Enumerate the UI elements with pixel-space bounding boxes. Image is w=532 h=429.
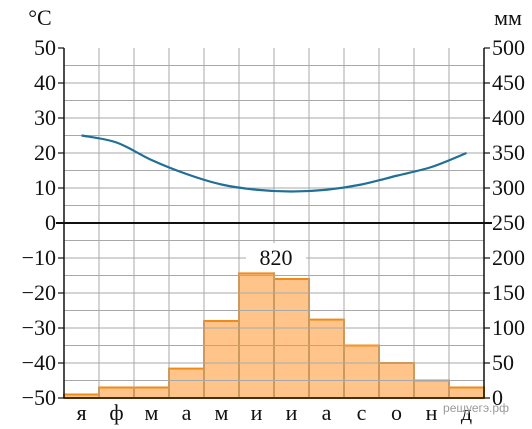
left-unit-label: °C (28, 5, 51, 30)
right-tick-label: 200 (492, 245, 525, 270)
precipitation-bar (98, 386, 135, 399)
precipitation-bar (238, 272, 275, 399)
month-label: н (426, 400, 438, 425)
left-tick-label: 50 (34, 35, 56, 60)
month-label: о (391, 400, 402, 425)
watermark: решуегэ.рф (443, 401, 509, 415)
right-tick-label: 500 (492, 35, 525, 60)
month-label: и (286, 400, 298, 425)
right-tick-label: 100 (492, 315, 525, 340)
left-tick-label: 20 (34, 140, 56, 165)
left-tick-label: −50 (22, 385, 56, 410)
right-tick-label: 250 (492, 210, 525, 235)
precipitation-bar (343, 344, 380, 399)
right-tick-label: 350 (492, 140, 525, 165)
precipitation-bar (168, 367, 205, 400)
precipitation-bar (448, 386, 485, 399)
annotation-background (246, 243, 306, 272)
month-label: и (251, 400, 263, 425)
axis-labels: 50403020100−10−20−30−40−5050045040035030… (22, 35, 525, 425)
right-tick-label: 150 (492, 280, 525, 305)
plot-frame (56, 47, 492, 399)
annual-precipitation-label: 820 (260, 245, 293, 270)
right-tick-label: 400 (492, 105, 525, 130)
month-label: а (322, 400, 332, 425)
month-label: д (461, 400, 472, 425)
right-unit-label: мм (494, 5, 522, 30)
right-tick-label: 50 (492, 350, 514, 375)
left-tick-label: 30 (34, 105, 56, 130)
month-label: м (145, 400, 159, 425)
left-tick-label: 0 (45, 210, 56, 235)
month-label: а (182, 400, 192, 425)
temperature-line (81, 134, 467, 193)
left-tick-label: −20 (22, 280, 56, 305)
precipitation-bar (413, 379, 450, 399)
precipitation-bar (308, 318, 345, 400)
right-tick-label: 450 (492, 70, 525, 95)
left-tick-label: −30 (22, 315, 56, 340)
precipitation-bar (203, 320, 240, 399)
precipitation-bar (133, 386, 170, 399)
temperature-line-group (81, 134, 467, 193)
right-tick-label: 0 (492, 385, 503, 410)
month-label: я (76, 400, 86, 425)
month-label: ф (109, 400, 123, 425)
right-tick-label: 300 (492, 175, 525, 200)
left-tick-label: 10 (34, 175, 56, 200)
left-tick-label: 40 (34, 70, 56, 95)
month-label: м (215, 400, 229, 425)
month-label: с (357, 400, 367, 425)
left-tick-label: −10 (22, 245, 56, 270)
left-tick-label: −40 (22, 350, 56, 375)
